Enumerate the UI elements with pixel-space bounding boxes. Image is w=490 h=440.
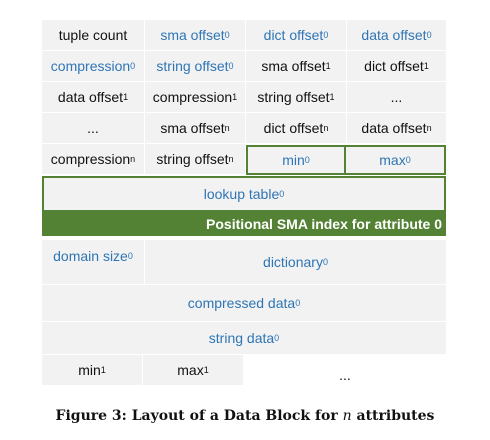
tuple-count-cell: tuple count xyxy=(42,20,144,50)
dictionary-cell: dictionary 0 xyxy=(145,240,446,284)
sma-index-banner: Positional SMA index for attribute 0 xyxy=(42,212,446,236)
max-1-cell: max 1 xyxy=(143,355,243,385)
compression-n-cell: compression n xyxy=(42,144,144,174)
dict-offset-0-cell: dict offset 0 xyxy=(246,20,346,50)
dictionary-filler xyxy=(42,272,144,284)
string-offset-0-cell: string offset 0 xyxy=(145,51,245,81)
ellipsis-cell: ... xyxy=(347,82,446,112)
data-offset-1-cell: data offset 1 xyxy=(42,82,144,112)
compression-1-cell: compression 1 xyxy=(145,82,245,112)
min-0-cell: min 0 xyxy=(246,145,346,175)
compressed-data-cell: compressed data 0 xyxy=(42,285,446,321)
data-offset-n-cell: data offset n xyxy=(347,113,446,143)
max-0-cell: max 0 xyxy=(344,145,446,175)
ellipsis-cell: ... xyxy=(42,113,144,143)
sma-offset-0-cell: sma offset 0 xyxy=(145,20,245,50)
sma-offset-n-cell: sma offset n xyxy=(145,113,245,143)
dict-offset-1-cell: dict offset 1 xyxy=(347,51,446,81)
data-offset-0-cell: data offset 0 xyxy=(347,20,446,50)
dict-offset-n-cell: dict offset n xyxy=(246,113,346,143)
string-offset-1-cell: string offset 1 xyxy=(246,82,346,112)
ellipsis-cell: ... xyxy=(339,367,351,383)
string-offset-n-cell: string offset n xyxy=(145,144,245,174)
min-1-cell: min 1 xyxy=(42,355,142,385)
compression-0-cell: compression 0 xyxy=(42,51,144,81)
sma-offset-1-cell: sma offset 1 xyxy=(246,51,346,81)
figure-caption: Figure 3: Layout of a Data Block for n a… xyxy=(55,408,435,424)
string-data-cell: string data 0 xyxy=(42,322,446,354)
domain-size-cell: domain size 0 xyxy=(42,240,144,272)
lookup-table-cell: lookup table 0 xyxy=(42,176,446,212)
